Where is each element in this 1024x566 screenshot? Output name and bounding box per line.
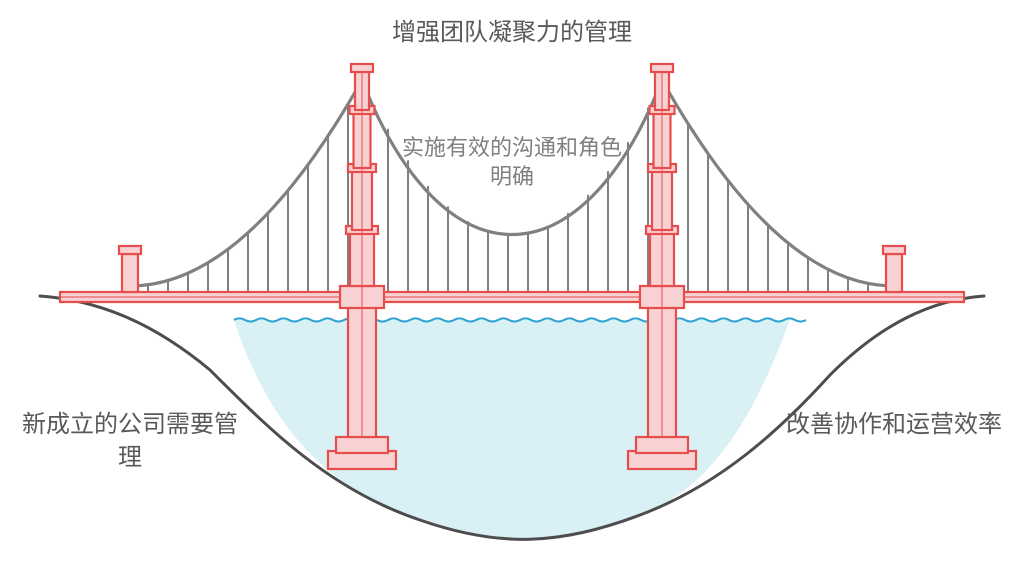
- label-left: 新成立的公司需要管理: [15, 409, 245, 474]
- anchor-pillar: [883, 246, 905, 292]
- label-right: 改善协作和运营效率: [779, 409, 1009, 441]
- anchor-pillar: [119, 246, 141, 292]
- label-center: 实施有效的沟通和角色明确: [392, 133, 632, 192]
- bridge-diagram: 增强团队凝聚力的管理实施有效的沟通和角色明确新成立的公司需要管理 改善协作和运营效…: [0, 0, 1024, 566]
- label-top: 增强团队凝聚力的管理: [312, 17, 712, 49]
- bridge-svg: [0, 0, 1024, 566]
- deck: [60, 292, 964, 302]
